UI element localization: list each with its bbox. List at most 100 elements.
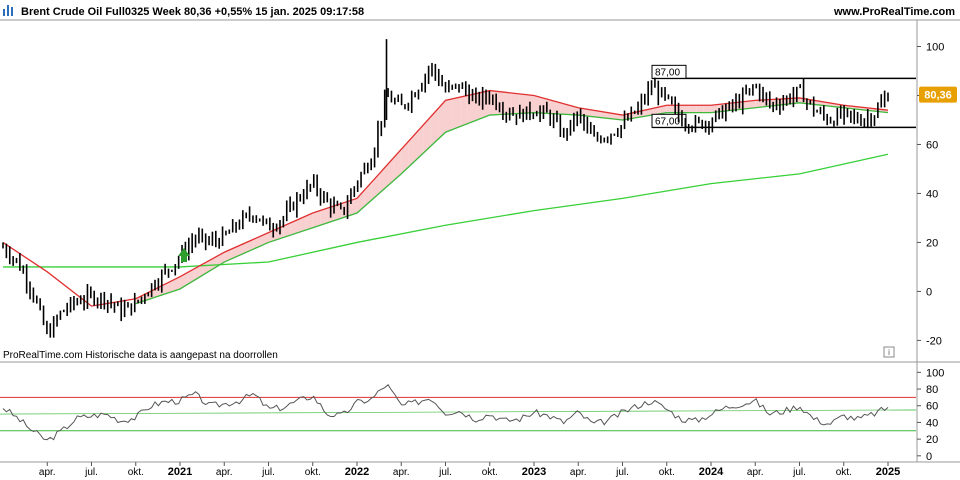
time-tick-label: jul. [438, 467, 452, 478]
rsi-tick-label: 80 [926, 384, 938, 396]
ema-fill-segment [430, 108, 439, 147]
ema-fill-area [135, 90, 888, 304]
price-tick-label: 100 [926, 41, 944, 53]
ema-fill-segment [283, 222, 291, 238]
ema-fill-segment [416, 124, 424, 160]
price-tick-label: -20 [926, 335, 942, 347]
rsi-panel [0, 383, 917, 441]
time-tick-label: okt. [128, 467, 144, 478]
ema-fill-segment [386, 157, 394, 187]
time-tick-label: jul. [792, 467, 806, 478]
rsi-tick-label: 0 [926, 451, 932, 463]
ema-fill-segment [563, 103, 571, 115]
ema-fill-segment [585, 108, 593, 117]
time-tick-label: apr. [216, 467, 233, 478]
ema-fill-segment [681, 105, 689, 113]
price-bars [2, 39, 889, 338]
ema-fill-segment [393, 149, 402, 181]
ema-fill-segment [607, 112, 616, 120]
price-tick-label: 60 [926, 139, 938, 151]
ema-fill-segment [312, 210, 321, 228]
range-upper-label-box [651, 64, 687, 79]
ema-fill-segment [652, 106, 660, 116]
ema-fill-segment [666, 105, 675, 113]
last-price-label: 80,36 [924, 90, 952, 102]
ema-fill-segment [445, 98, 453, 133]
time-tick-label: 2025 [876, 466, 900, 478]
ema-fill-segment [570, 105, 579, 116]
rsi-tick-label: 20 [926, 434, 938, 446]
time-tick-label: okt. [482, 467, 498, 478]
range-lower-label: 67,00 [655, 116, 680, 127]
range-upper-label: 87,00 [655, 67, 680, 78]
time-tick-label: 2022 [345, 466, 369, 478]
time-tick-label: apr. [747, 467, 764, 478]
ema-fill-segment [519, 93, 527, 114]
rsi-tick-label: 40 [926, 417, 938, 429]
time-tick-label: 2024 [699, 466, 724, 478]
ema-fill-segment [224, 248, 232, 263]
ema-fill-segment [401, 141, 409, 174]
time-tick-label: 2021 [168, 466, 192, 478]
ema-fill-segment [644, 108, 652, 117]
ema-fill-segment [253, 235, 262, 249]
ema-fill-segment [423, 116, 431, 154]
ema-fill-segment [231, 245, 239, 259]
header-bar [0, 0, 960, 20]
ema-fill-segment [268, 229, 276, 243]
moving-averages [2, 89, 889, 307]
ema-fill-segment [593, 110, 601, 118]
time-tick-label: apr. [39, 467, 56, 478]
time-tick-label: jul. [615, 467, 629, 478]
ema-fill-segment [408, 133, 416, 167]
chart-title: Brent Crude Oil Full0325 Week 80,36 +0,5… [21, 6, 364, 18]
ema-fill-segment [438, 100, 446, 140]
rsi-tick-label: 60 [926, 401, 938, 413]
rsi-line [2, 383, 889, 441]
time-tick-label: jul. [84, 467, 98, 478]
last-price-tag: 80,36 [919, 86, 957, 103]
time-tick-label: apr. [570, 467, 587, 478]
ema-mid-line [135, 102, 889, 305]
ema-fill-segment [688, 105, 697, 113]
price-tick-label: 20 [926, 237, 938, 249]
ema-fill-segment [703, 105, 711, 113]
site-link[interactable]: www.ProRealTime.com [833, 6, 955, 18]
ema-fill-segment [298, 216, 306, 233]
ema-fill-segment [460, 95, 468, 127]
data-note: ProRealTime.com Historische data is aang… [3, 350, 278, 361]
info-button[interactable]: i [883, 346, 895, 358]
ema-fill-segment [755, 99, 763, 108]
rsi-axis: 0 20 40 60 80 100 [917, 367, 944, 463]
ema-fill-segment [659, 105, 667, 114]
ema-fill-segment [696, 105, 704, 113]
price-tick-label: 0 [926, 286, 932, 298]
ema-fill-segment [239, 242, 247, 256]
time-tick-label: okt. [836, 467, 852, 478]
ema-fill-segment [504, 92, 512, 115]
time-tick-label: okt. [305, 467, 321, 478]
ema-fast-line [2, 89, 889, 307]
price-tick-label: 40 [926, 188, 938, 200]
ema-fill-segment [305, 213, 313, 231]
ema-fill-segment [600, 111, 608, 119]
ema-fill-segment [246, 239, 254, 253]
rsi-tick-label: 100 [926, 367, 944, 379]
time-tick-label: 2023 [522, 466, 546, 478]
time-tick-label: apr. [393, 467, 410, 478]
ema-fill-segment [556, 101, 564, 115]
ema-fill-segment [747, 100, 756, 109]
buy-signal-arrow-icon [178, 248, 190, 263]
ema-slow-line [3, 153, 889, 268]
ema-fill-segment [475, 92, 483, 121]
time-axis: apr. jul. okt. 2021 apr. jul. okt. 2022 apr. jul.… [39, 462, 900, 478]
time-tick-label: jul. [261, 467, 275, 478]
arrow-shape [178, 248, 190, 263]
ema-fill-segment [711, 104, 719, 113]
ema-fill-segment [364, 182, 372, 207]
ema-fill-segment [290, 219, 298, 236]
info-icon: i [888, 348, 890, 357]
ema-fill-segment [261, 232, 269, 246]
logo-icon [3, 5, 13, 16]
